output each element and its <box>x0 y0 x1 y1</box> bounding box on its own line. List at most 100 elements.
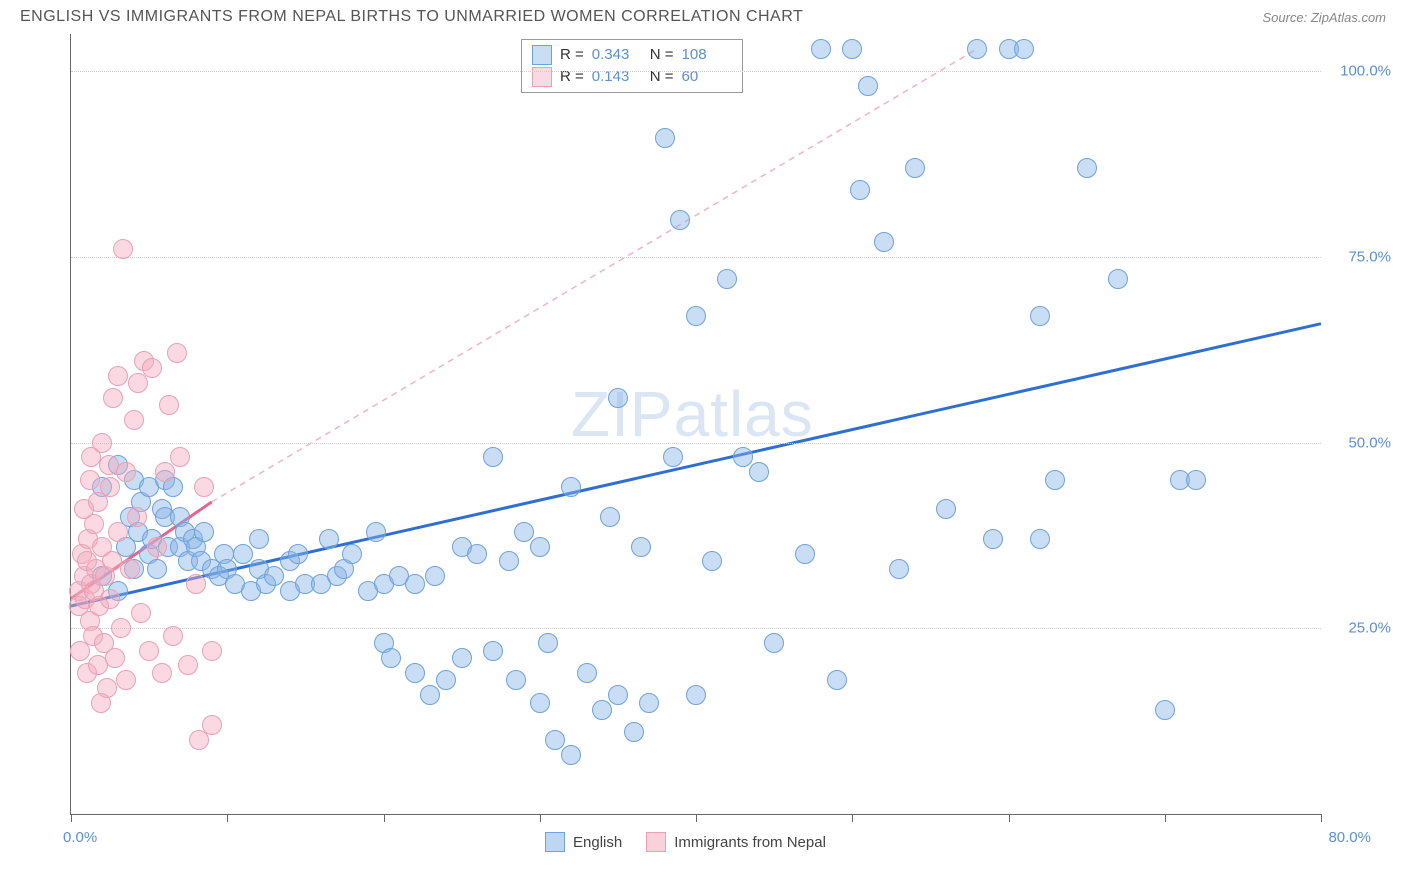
data-point <box>467 544 487 564</box>
data-point <box>1155 700 1175 720</box>
x-tick <box>71 814 72 822</box>
data-point <box>1077 158 1097 178</box>
data-point <box>1045 470 1065 490</box>
data-point <box>102 551 122 571</box>
x-tick <box>1321 814 1322 822</box>
data-point <box>670 210 690 230</box>
data-point <box>600 507 620 527</box>
data-point <box>100 477 120 497</box>
y-tick-label: 25.0% <box>1348 620 1391 637</box>
data-point <box>1014 39 1034 59</box>
data-point <box>124 410 144 430</box>
data-point <box>194 522 214 542</box>
legend-label: Immigrants from Nepal <box>674 834 826 851</box>
x-tick <box>852 814 853 822</box>
data-point <box>80 470 100 490</box>
gridline <box>71 628 1321 629</box>
data-point <box>514 522 534 542</box>
x-tick <box>1009 814 1010 822</box>
data-point <box>105 648 125 668</box>
data-point <box>167 343 187 363</box>
data-point <box>702 551 722 571</box>
data-point <box>366 522 386 542</box>
data-point <box>249 529 269 549</box>
data-point <box>202 641 222 661</box>
data-point <box>120 559 140 579</box>
data-point <box>983 529 1003 549</box>
data-point <box>111 618 131 638</box>
gridline <box>71 443 1321 444</box>
data-point <box>108 522 128 542</box>
y-tick-label: 100.0% <box>1340 63 1391 80</box>
data-point <box>100 589 120 609</box>
data-point <box>858 76 878 96</box>
data-point <box>381 648 401 668</box>
data-point <box>795 544 815 564</box>
data-point <box>655 128 675 148</box>
data-point <box>499 551 519 571</box>
data-point <box>170 447 190 467</box>
data-point <box>142 358 162 378</box>
r-value: 0.343 <box>592 44 642 66</box>
data-point <box>483 641 503 661</box>
data-point <box>749 462 769 482</box>
data-point <box>577 663 597 683</box>
data-point <box>936 499 956 519</box>
data-point <box>561 477 581 497</box>
data-point <box>811 39 831 59</box>
data-point <box>405 574 425 594</box>
data-point <box>139 641 159 661</box>
data-point <box>967 39 987 59</box>
data-point <box>538 633 558 653</box>
data-point <box>608 388 628 408</box>
data-point <box>92 433 112 453</box>
legend-swatch <box>545 832 565 852</box>
source-credit: Source: ZipAtlas.com <box>1262 10 1386 25</box>
data-point <box>127 507 147 527</box>
r-value: 0.143 <box>592 66 642 88</box>
data-point <box>116 462 136 482</box>
data-point <box>850 180 870 200</box>
data-point <box>264 566 284 586</box>
n-label: N = <box>650 44 674 66</box>
data-point <box>342 544 362 564</box>
correlation-legend: R =0.343N =108R =0.143N =60 <box>521 39 743 93</box>
data-point <box>506 670 526 690</box>
data-point <box>159 395 179 415</box>
data-point <box>686 685 706 705</box>
data-point <box>483 447 503 467</box>
data-point <box>186 574 206 594</box>
data-point <box>319 529 339 549</box>
data-point <box>639 693 659 713</box>
legend-label: English <box>573 834 622 851</box>
data-point <box>530 693 550 713</box>
n-value: 60 <box>682 66 732 88</box>
gridline <box>71 71 1321 72</box>
legend-stat-row: R =0.343N =108 <box>532 44 732 66</box>
legend-swatch <box>532 67 552 87</box>
n-value: 108 <box>682 44 732 66</box>
data-point <box>103 388 123 408</box>
data-point <box>425 566 445 586</box>
data-point <box>405 663 425 683</box>
plot-area: ZIPatlas R =0.343N =108R =0.143N =60 25.… <box>70 34 1321 815</box>
data-point <box>1030 529 1050 549</box>
n-label: N = <box>650 66 674 88</box>
data-point <box>530 537 550 557</box>
data-point <box>1108 269 1128 289</box>
legend-swatch <box>532 45 552 65</box>
data-point <box>663 447 683 467</box>
data-point <box>717 269 737 289</box>
x-tick <box>227 814 228 822</box>
data-point <box>764 633 784 653</box>
data-point <box>420 685 440 705</box>
data-point <box>178 655 198 675</box>
data-point <box>889 559 909 579</box>
data-point <box>436 670 456 690</box>
gridline <box>71 257 1321 258</box>
data-point <box>545 730 565 750</box>
data-point <box>874 232 894 252</box>
chart-title: ENGLISH VS IMMIGRANTS FROM NEPAL BIRTHS … <box>20 8 803 26</box>
data-point <box>1030 306 1050 326</box>
data-point <box>827 670 847 690</box>
